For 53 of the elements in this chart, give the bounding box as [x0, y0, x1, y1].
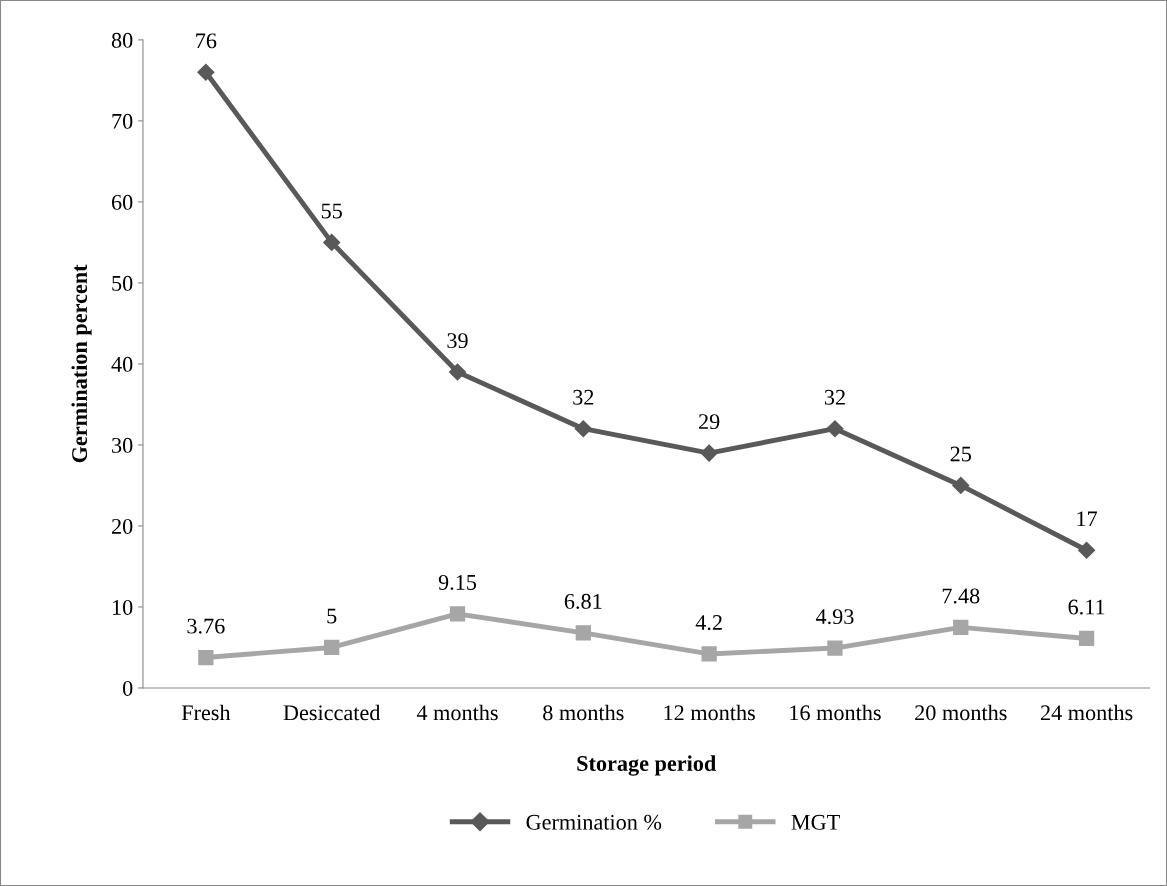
data-label: 76 [196, 33, 217, 49]
point [952, 476, 970, 494]
data-label: 4.2 [695, 615, 722, 631]
y-tick-label: 10 [112, 599, 133, 615]
data-label: 6.11 [1068, 599, 1105, 615]
data-label: 17 [1077, 511, 1098, 527]
point [324, 639, 340, 656]
x-tick-label: 8 months [543, 704, 624, 721]
data-label: 9.15 [438, 574, 477, 590]
point [827, 640, 843, 656]
x-tick-label: 12 months [664, 704, 755, 721]
point [323, 233, 341, 251]
legend-label: Germination % [526, 814, 662, 830]
data-label: 32 [573, 389, 594, 405]
y-tick-label: 60 [111, 194, 133, 210]
data-label: 6.81 [564, 593, 602, 609]
x-tick-label: 16 months [790, 704, 881, 721]
x-tick-label: 20 months [915, 704, 1007, 721]
x-tick-label: 4 months [416, 704, 498, 721]
y-tick-label: 70 [112, 113, 133, 129]
point [700, 444, 718, 462]
point [198, 649, 214, 666]
point [448, 363, 467, 381]
y-tick-label: 0 [122, 680, 133, 696]
data-label: 7.48 [942, 588, 980, 604]
data-label: 5 [327, 608, 337, 624]
x-axis-title: Storage period [577, 755, 717, 776]
legend-label: MGT [791, 814, 840, 830]
data-label: 55 [321, 203, 342, 219]
data-label: 29 [699, 414, 720, 430]
point [1078, 630, 1095, 647]
data-label: 32 [824, 389, 845, 405]
y-axis-title: Germination percent [71, 264, 92, 463]
y-tick-label: 40 [111, 356, 133, 372]
y-tick-label: 50 [112, 275, 133, 291]
data-label: 3.76 [187, 618, 225, 634]
y-tick-label: 80 [111, 32, 133, 48]
data-label: 25 [950, 446, 972, 462]
y-tick-label: 20 [111, 518, 133, 534]
point [1078, 541, 1096, 559]
x-tick-label: Desiccated [283, 704, 381, 721]
point [197, 63, 215, 81]
y-tick-label: 30 [112, 437, 133, 453]
point [575, 625, 591, 641]
point [826, 420, 844, 438]
point [701, 646, 717, 662]
x-tick-label: 24 months [1040, 704, 1133, 721]
point [953, 619, 969, 636]
point [574, 420, 592, 438]
data-label: 4.93 [815, 609, 854, 625]
point [449, 606, 466, 622]
x-tick-label: Fresh [181, 704, 231, 721]
data-label: 39 [447, 333, 468, 349]
